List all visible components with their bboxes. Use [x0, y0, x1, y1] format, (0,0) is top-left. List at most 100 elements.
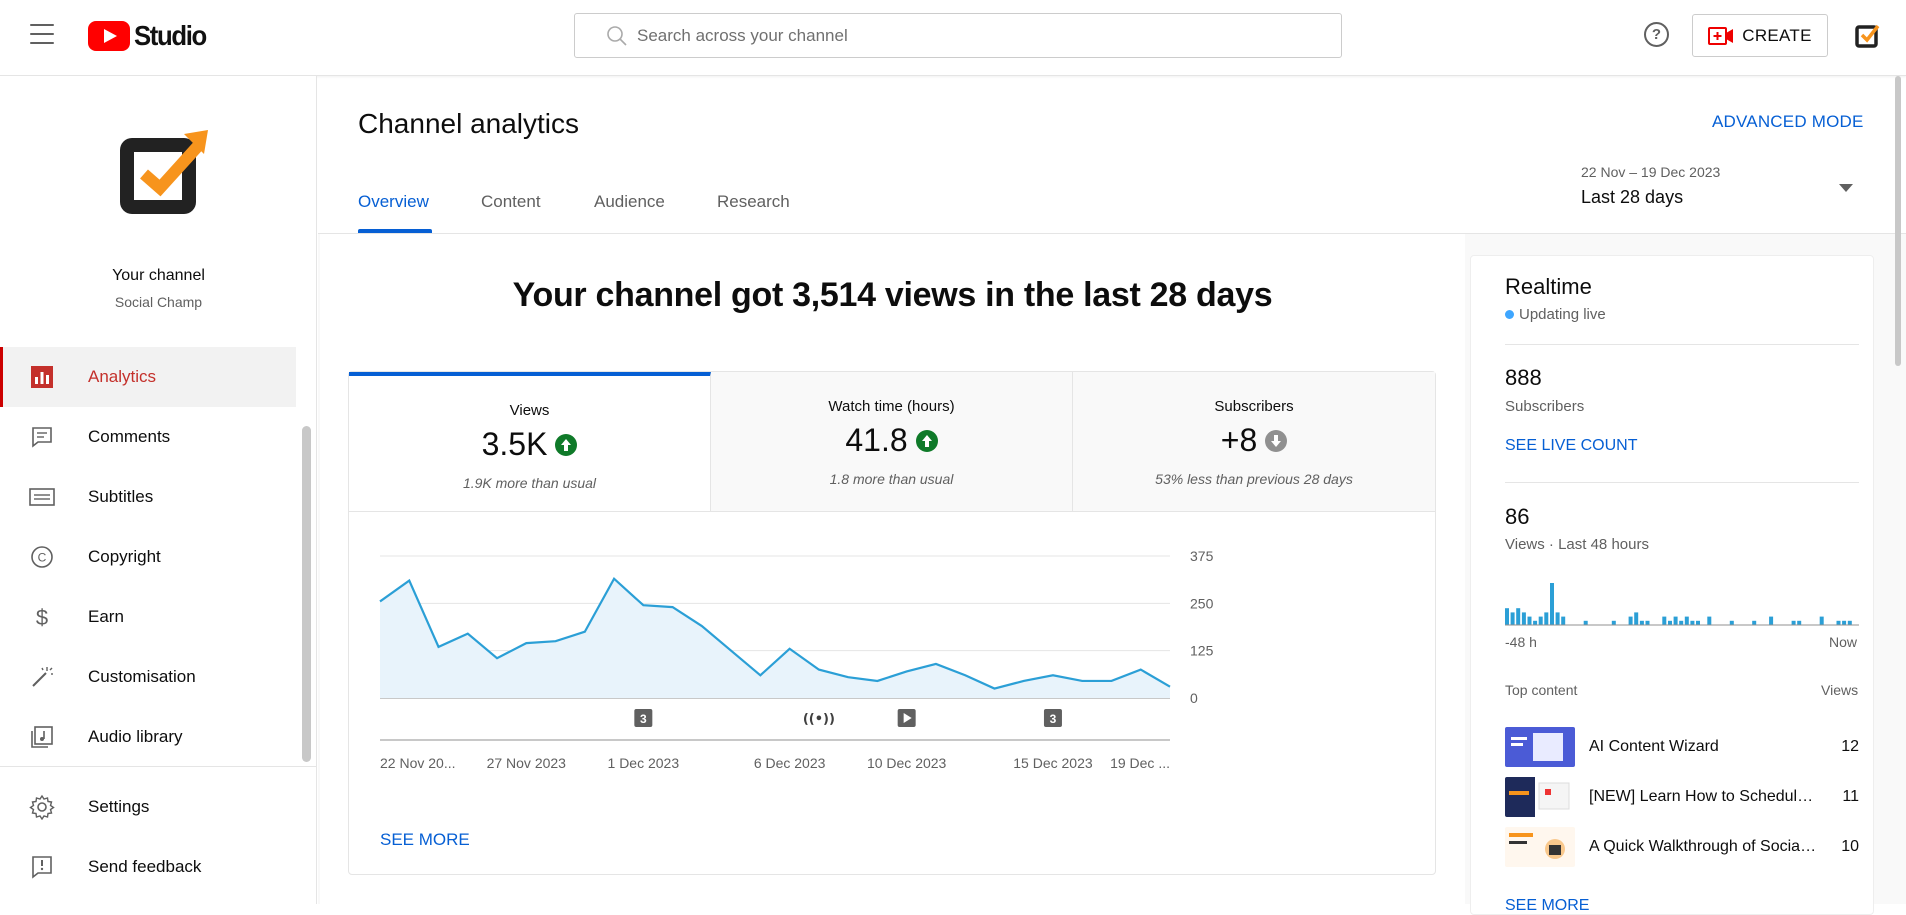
realtime-bar	[1634, 612, 1639, 625]
realtime-bar	[1639, 620, 1644, 625]
video-views: 11	[1842, 788, 1859, 805]
create-video-icon	[1708, 26, 1734, 45]
realtime-bar	[1583, 620, 1588, 625]
metric-tab-subscribers[interactable]: Subscribers +8 53% less than previous 28…	[1073, 372, 1435, 512]
page-scrollbar[interactable]	[1895, 76, 1901, 366]
sidebar-item-copyright[interactable]: C Copyright	[0, 527, 296, 587]
see-live-count-button[interactable]: SEE LIVE COUNT	[1505, 437, 1638, 454]
realtime-bar-chart[interactable]	[1505, 571, 1859, 631]
top-content-row[interactable]: AI Content Wizard 12	[1505, 727, 1859, 767]
date-range-text[interactable]: 22 Nov – 19 Dec 2023	[1581, 164, 1721, 180]
realtime-bar	[1836, 620, 1841, 625]
metric-label: Views	[509, 402, 550, 419]
realtime-bar	[1550, 583, 1554, 625]
realtime-bar	[1533, 620, 1538, 625]
search-box[interactable]	[574, 13, 1342, 58]
views-line-chart[interactable]: 0 125 250 375 3 ((•)) 3 22 Nov 20... 27 Nov 2023…	[349, 512, 1435, 822]
realtime-bar	[1561, 616, 1566, 625]
realtime-bar	[1645, 620, 1650, 625]
views-column-heading: Views	[1821, 682, 1859, 698]
metric-label: Subscribers	[1214, 398, 1294, 415]
sidebar-item-label: Subtitles	[88, 487, 154, 506]
see-more-button[interactable]: SEE MORE	[380, 830, 470, 849]
realtime-divider	[1505, 482, 1859, 483]
video-title: A Quick Walkthrough of Social Champ	[1589, 838, 1819, 855]
sidebar-item-send-feedback[interactable]: Send feedback	[0, 837, 296, 897]
account-avatar[interactable]	[1855, 22, 1881, 48]
tab-content[interactable]: Content	[481, 192, 541, 211]
metric-label: Watch time (hours)	[828, 398, 955, 415]
create-button[interactable]: CREATE	[1692, 14, 1828, 57]
copyright-icon: C	[28, 543, 56, 571]
sidebar-item-comments[interactable]: Comments	[0, 407, 296, 467]
trend-up-icon	[555, 433, 578, 456]
x-tick-label: 1 Dec 2023	[608, 755, 680, 771]
video-thumbnail	[1505, 727, 1575, 767]
live-dot-icon	[1505, 310, 1514, 319]
logo-text: Studio	[134, 20, 207, 51]
sidebar-item-settings[interactable]: Settings	[0, 777, 296, 837]
realtime-divider	[1505, 344, 1859, 345]
metric-note: 1.9K more than usual	[462, 475, 597, 491]
sidebar-item-label: Earn	[88, 607, 124, 626]
realtime-live-status: Updating live	[1505, 306, 1606, 323]
tab-research[interactable]: Research	[717, 192, 790, 211]
realtime-bar	[1628, 616, 1633, 625]
tab-audience[interactable]: Audience	[594, 192, 665, 211]
metric-tab-watch-time[interactable]: Watch time (hours) 41.8 1.8 more than us…	[711, 372, 1073, 512]
analytics-icon	[28, 363, 56, 391]
top-bar: Studio ? CREATE	[0, 0, 1906, 76]
channel-avatar[interactable]	[114, 124, 210, 220]
video-views: 12	[1841, 738, 1859, 755]
sidebar-item-subtitles[interactable]: Subtitles	[0, 467, 296, 527]
realtime-bar	[1510, 612, 1515, 625]
advanced-mode-link[interactable]: ADVANCED MODE	[1712, 112, 1864, 131]
top-content-row[interactable]: A Quick Walkthrough of Social Champ 10	[1505, 827, 1859, 867]
x-tick-label: 15 Dec 2023	[1013, 755, 1093, 771]
search-input[interactable]	[637, 25, 1237, 46]
x-tick-label: 19 Dec ...	[1110, 755, 1170, 771]
realtime-bar	[1544, 612, 1549, 625]
gear-icon	[28, 793, 56, 821]
y-tick-label: 0	[1190, 690, 1198, 706]
header-divider	[318, 233, 1906, 234]
y-tick-label: 125	[1190, 643, 1214, 659]
create-label: CREATE	[1742, 25, 1812, 45]
metric-tab-views[interactable]: Views 3.5K 1.9K more than usual	[349, 372, 711, 512]
realtime-title: Realtime	[1505, 274, 1592, 299]
sidebar-item-customisation[interactable]: Customisation	[0, 647, 296, 707]
realtime-bar	[1769, 616, 1774, 625]
sidebar-divider	[0, 766, 317, 767]
metric-value: 3.5K	[349, 426, 710, 463]
realtime-bar	[1842, 620, 1847, 625]
sidebar-item-analytics[interactable]: Analytics	[0, 347, 296, 407]
realtime-bar	[1690, 620, 1695, 625]
metric-note: 1.8 more than usual	[829, 471, 954, 487]
sidebar-item-label: Copyright	[88, 547, 161, 566]
subscriber-count: 888	[1505, 365, 1542, 390]
top-content-row[interactable]: [NEW] Learn How to Schedule Posts 11	[1505, 777, 1859, 817]
realtime-bar	[1662, 616, 1667, 625]
series-line	[379, 576, 1171, 690]
sidebar-scrollbar[interactable]	[302, 426, 311, 762]
chevron-down-icon[interactable]	[1839, 184, 1853, 192]
realtime-bar	[1696, 620, 1700, 625]
search-icon	[607, 25, 627, 46]
date-range-selector[interactable]: Last 28 days	[1581, 187, 1684, 207]
realtime-bar	[1668, 620, 1672, 625]
dollar-icon: $	[28, 603, 56, 631]
menu-icon[interactable]	[30, 24, 54, 44]
sidebar-item-audio-library[interactable]: Audio library	[0, 707, 296, 767]
video-thumbnail	[1505, 777, 1575, 817]
sidebar-item-label: Send feedback	[88, 857, 202, 876]
metric-value: 41.8	[711, 422, 1072, 459]
play-icon	[903, 713, 912, 723]
realtime-bar	[1729, 620, 1734, 625]
studio-logo[interactable]: Studio	[88, 20, 212, 52]
realtime-see-more-button[interactable]: SEE MORE	[1505, 897, 1590, 914]
help-icon[interactable]: ?	[1644, 22, 1669, 47]
realtime-bar	[1555, 612, 1560, 625]
x-tick-label: 22 Nov 20...	[380, 755, 456, 771]
tab-overview[interactable]: Overview	[358, 192, 429, 211]
sidebar-item-earn[interactable]: $ Earn	[0, 587, 296, 647]
